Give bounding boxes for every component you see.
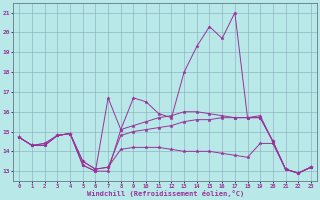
X-axis label: Windchill (Refroidissement éolien,°C): Windchill (Refroidissement éolien,°C): [86, 190, 244, 197]
